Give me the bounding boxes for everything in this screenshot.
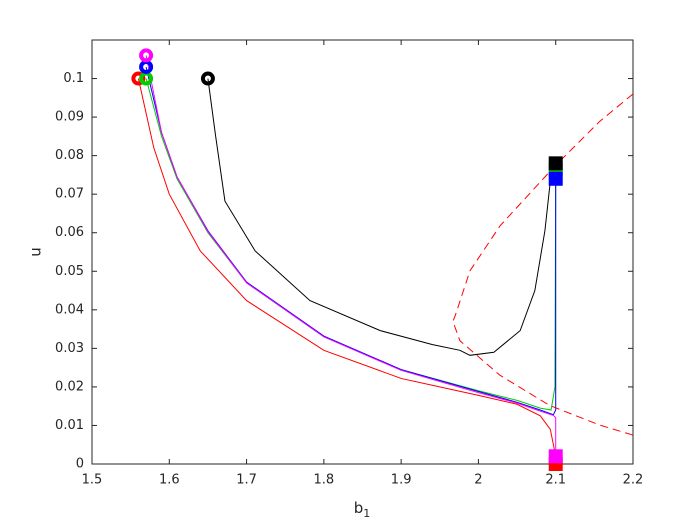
x-tick-label: 2.2	[623, 473, 644, 488]
start-marker	[139, 48, 154, 63]
y-tick-label: 0.06	[55, 225, 84, 240]
x-tick-label: 2	[474, 473, 482, 488]
x-tick-label: 2.1	[545, 473, 566, 488]
y-tick-label: 0.02	[55, 379, 84, 394]
end-marker	[548, 171, 563, 186]
trajectory-line	[207, 78, 557, 356]
x-label-subscript: 1	[363, 507, 370, 520]
y-tick-label: 0.1	[63, 71, 84, 86]
x-tick-label: 1.5	[82, 473, 103, 488]
y-tick-label: 0.03	[55, 341, 84, 356]
end-marker	[548, 156, 563, 171]
y-tick-label: 0.04	[55, 302, 84, 317]
y-tick-label: 0.07	[55, 187, 84, 202]
x-axis-label: b1	[354, 499, 371, 521]
end-marker	[548, 449, 563, 464]
y-tick-label: 0.05	[55, 264, 84, 279]
start-marker	[131, 71, 146, 86]
y-tick-label: 0	[76, 457, 84, 472]
x-tick-label: 1.6	[159, 473, 180, 488]
plot-box	[91, 39, 634, 465]
trajectory-line	[145, 55, 557, 457]
x-tick-label: 1.7	[236, 473, 257, 488]
x-label-base: b	[354, 499, 364, 517]
y-axis-label: u	[27, 247, 45, 257]
y-tick-label: 0.01	[55, 418, 84, 433]
x-tick-label: 1.8	[314, 473, 335, 488]
y-tick-label: 0.08	[55, 148, 84, 163]
start-marker	[200, 71, 215, 86]
x-tick-label: 1.9	[391, 473, 412, 488]
trajectory-line	[137, 78, 557, 465]
y-tick-label: 0.09	[55, 110, 84, 125]
